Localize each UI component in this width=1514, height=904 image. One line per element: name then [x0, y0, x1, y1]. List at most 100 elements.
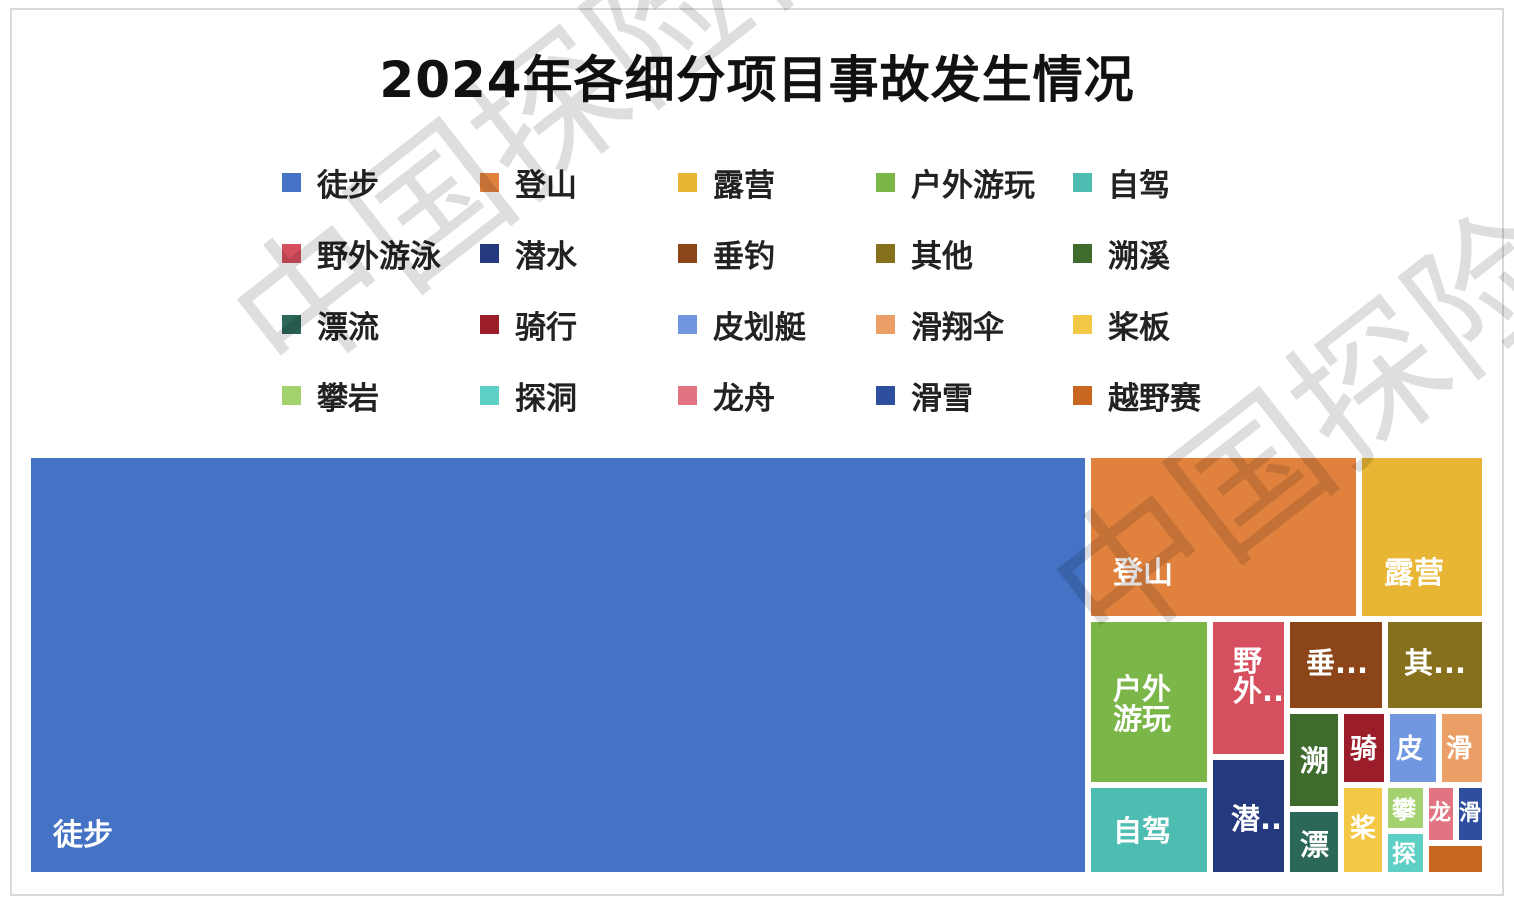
chart-title: 2024年各细分项目事故发生情况 [379, 51, 1135, 109]
tile-label: 自驾 [1113, 814, 1172, 848]
legend-swatch [282, 385, 301, 405]
legend-swatch [480, 243, 499, 263]
treemap-tile: 骑 [1341, 711, 1387, 785]
legend-swatch [876, 172, 895, 192]
legend-item: 潜水 [480, 231, 577, 275]
legend-item: 桨板 [1073, 302, 1170, 346]
legend-item: 其他 [876, 231, 973, 275]
legend-item: 登山 [480, 160, 577, 204]
tile-label: 露营 [1384, 556, 1444, 591]
tile-label: 骑 [1350, 734, 1377, 765]
legend-label: 骑行 [515, 309, 577, 346]
legend-item: 探洞 [480, 373, 577, 417]
legend-label: 徒步 [317, 167, 379, 204]
legend-swatch [678, 314, 697, 334]
legend-swatch [480, 172, 499, 192]
treemap-tile: 探 [1385, 831, 1426, 875]
legend-item: 攀岩 [282, 373, 379, 417]
tile-label: 桨 [1350, 814, 1377, 844]
tile-label: 潜... [1231, 802, 1287, 836]
legend-label: 漂流 [317, 309, 379, 346]
legend-swatch [678, 172, 697, 192]
legend-label: 探洞 [515, 380, 577, 417]
legend-label: 滑雪 [911, 380, 973, 417]
legend-item: 滑雪 [876, 373, 973, 417]
legend-label: 户外游玩 [911, 167, 1035, 204]
legend-item: 野外游泳 [282, 231, 441, 275]
legend-item: 溯溪 [1073, 231, 1170, 275]
tile-label: 其... [1404, 646, 1467, 680]
legend-item: 露营 [678, 160, 775, 204]
tile-label: 漂 [1300, 828, 1330, 862]
legend-item: 龙舟 [678, 373, 775, 417]
legend-swatch [1073, 385, 1092, 405]
legend-item: 徒步 [282, 160, 379, 204]
treemap-tile: 桨 [1341, 785, 1385, 875]
treemap-tile: 滑 [1439, 711, 1485, 785]
treemap-tile: 露营 [1359, 455, 1485, 619]
legend-label: 自驾 [1108, 167, 1170, 204]
treemap-tile: 自驾 [1088, 785, 1210, 875]
tile-label: 皮 [1396, 734, 1423, 765]
legend-swatch [876, 385, 895, 405]
legend-item: 户外游玩 [876, 160, 1035, 204]
tile-label: 垂... [1306, 646, 1369, 680]
legend-label: 越野赛 [1108, 380, 1201, 417]
legend-item: 漂流 [282, 302, 379, 346]
legend-label: 攀岩 [317, 380, 379, 417]
tile-label: 探 [1392, 840, 1416, 868]
legend-swatch [678, 243, 697, 263]
legend-label: 桨板 [1108, 309, 1170, 346]
legend-swatch [282, 243, 301, 263]
tile-label: 攀 [1392, 796, 1416, 824]
legend-item: 垂钓 [678, 231, 775, 275]
treemap-tile: 龙 [1426, 785, 1456, 843]
legend-swatch [282, 172, 301, 192]
treemap-tile: 溯 [1287, 711, 1341, 809]
legend-swatch [1073, 243, 1092, 263]
tile-label: 野 外... [1233, 644, 1285, 709]
treemap-tile: 其... [1385, 619, 1485, 711]
legend-label: 露营 [713, 167, 775, 204]
tile-label: 户外 游玩 [1113, 672, 1172, 737]
legend-label: 龙舟 [713, 380, 775, 417]
legend-swatch [1073, 314, 1092, 334]
treemap-tile: 潜... [1210, 757, 1287, 875]
tile-label: 龙 [1429, 801, 1452, 826]
treemap-tile: 攀 [1385, 785, 1426, 831]
tile-label: 徒步 [53, 818, 113, 853]
legend-swatch [282, 314, 301, 334]
treemap-tile: 漂 [1287, 809, 1341, 875]
treemap-tile: 野 外... [1210, 619, 1287, 757]
legend-label: 垂钓 [713, 238, 775, 275]
legend-item: 自驾 [1073, 160, 1170, 204]
legend-item: 骑行 [480, 302, 577, 346]
legend-label: 潜水 [515, 238, 577, 275]
legend-swatch [480, 385, 499, 405]
legend-swatch [678, 385, 697, 405]
legend-item: 滑翔伞 [876, 302, 1004, 346]
legend-swatch [1073, 172, 1092, 192]
treemap-tile: 垂... [1287, 619, 1385, 711]
tile-label: 登山 [1113, 556, 1173, 591]
treemap-tile: 登山 [1088, 455, 1359, 619]
legend-swatch [480, 314, 499, 334]
tile-label: 滑 [1459, 801, 1482, 826]
treemap-tile: 滑 [1456, 785, 1485, 843]
treemap-tile: 皮 [1387, 711, 1439, 785]
legend-swatch [876, 243, 895, 263]
legend-label: 溯溪 [1108, 238, 1170, 275]
legend-label: 登山 [515, 167, 577, 204]
treemap-tile: 徒步 [28, 455, 1088, 875]
legend-label: 滑翔伞 [911, 309, 1004, 346]
legend-label: 皮划艇 [713, 309, 806, 346]
treemap-tile [1426, 843, 1485, 875]
tile-label: 溯 [1300, 744, 1330, 778]
legend-label: 野外游泳 [317, 238, 441, 275]
legend-item: 越野赛 [1073, 373, 1201, 417]
legend-swatch [876, 314, 895, 334]
tile-label: 滑 [1446, 734, 1473, 764]
legend-item: 皮划艇 [678, 302, 806, 346]
treemap-tile: 户外 游玩 [1088, 619, 1210, 785]
legend-label: 其他 [911, 238, 973, 275]
